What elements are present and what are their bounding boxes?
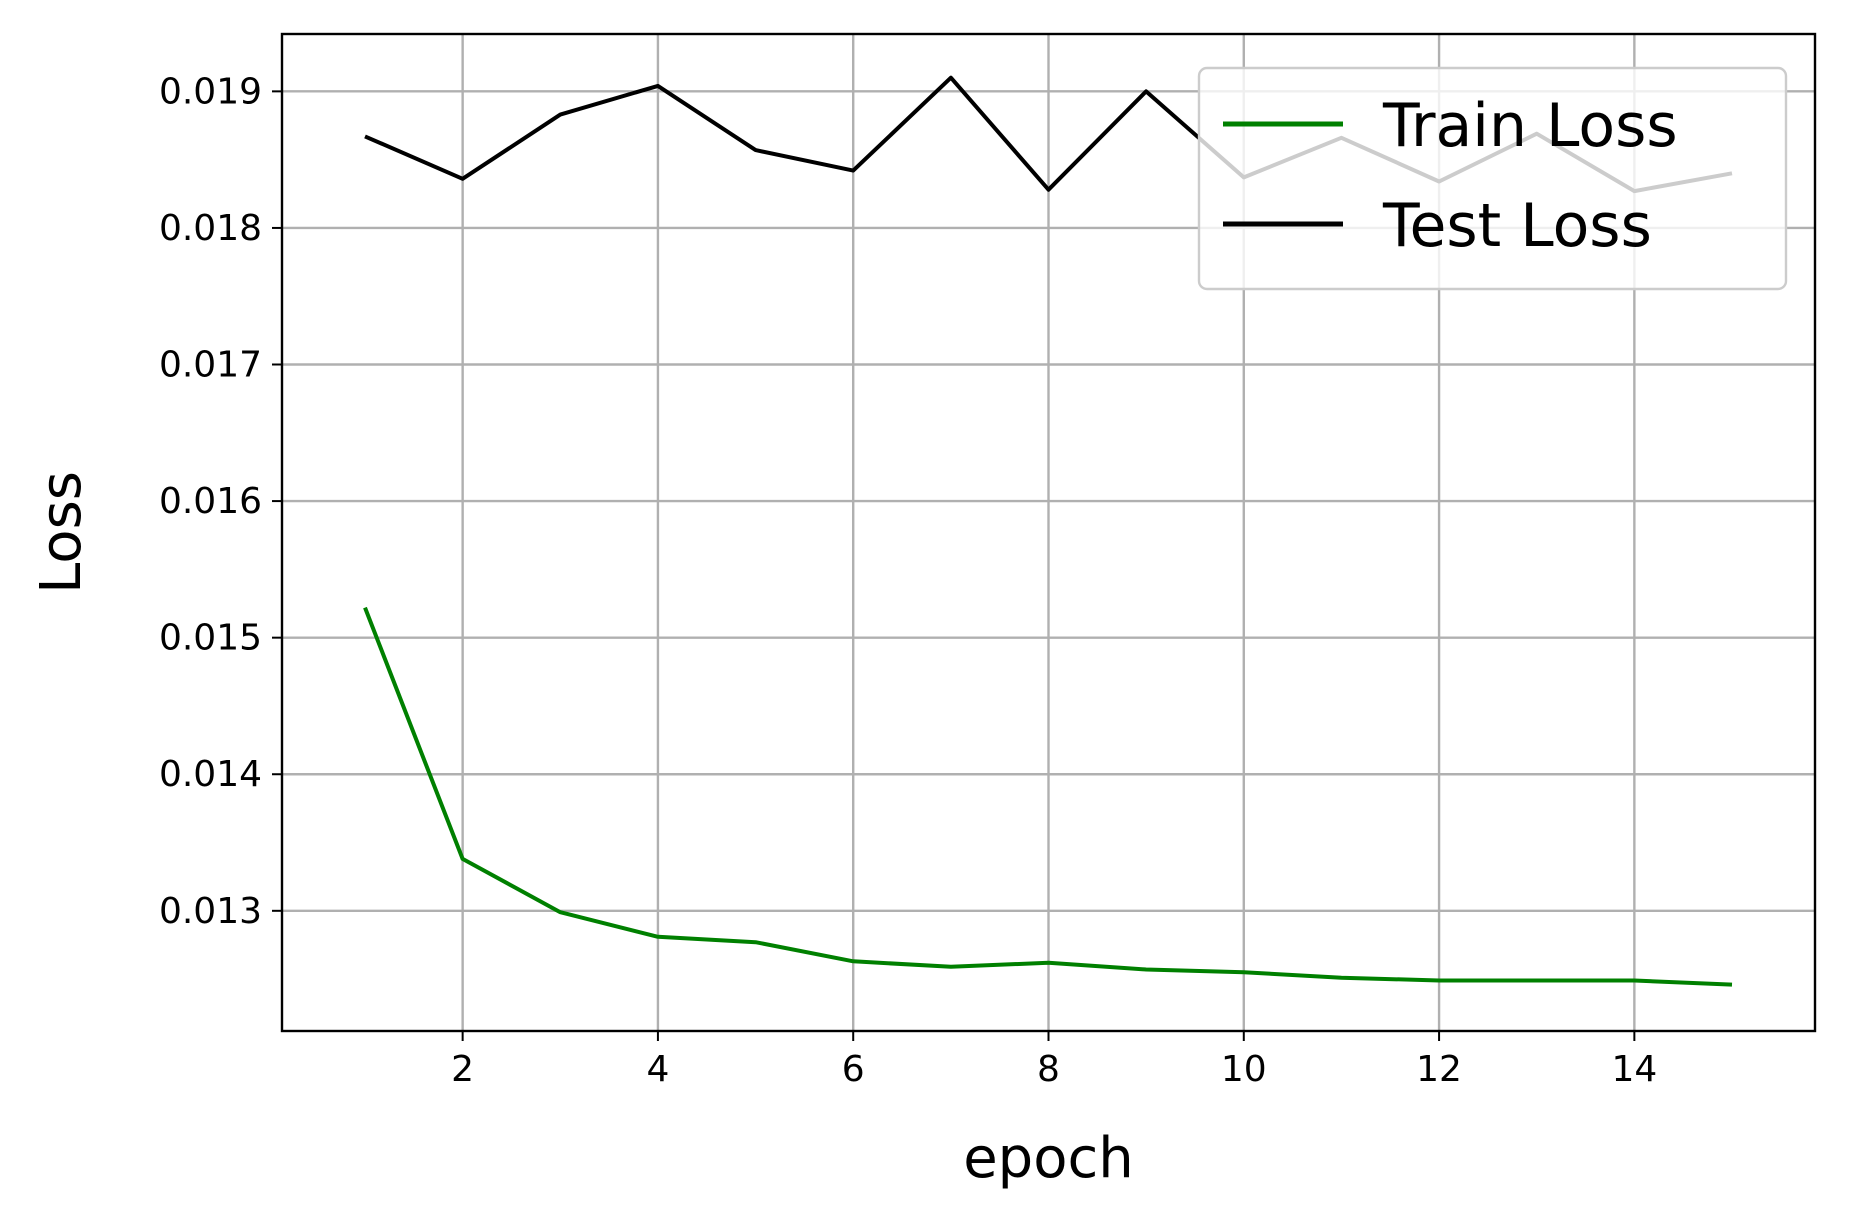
- series-line-train-loss: [363, 606, 1733, 987]
- y-tick-label: 0.016: [159, 481, 262, 522]
- legend-box: [1197, 66, 1788, 291]
- x-axis-ticks: 2 4 6 8 10 12 14: [451, 1031, 1657, 1090]
- x-axis-label: epoch: [963, 1126, 1134, 1191]
- y-tick-label: 0.018: [159, 208, 262, 249]
- y-axis-label: Loss: [29, 471, 94, 594]
- x-tick-label: 8: [1037, 1049, 1060, 1090]
- grid: [282, 34, 1815, 1031]
- y-tick-label: 0.013: [159, 891, 262, 932]
- x-tick-label: 4: [646, 1049, 669, 1090]
- x-tick-label: 6: [842, 1049, 865, 1090]
- y-axis-ticks: 0.013 0.014 0.015 0.016 0.017 0.018 0.019: [159, 71, 282, 932]
- y-tick-label: 0.014: [159, 754, 262, 795]
- x-tick-label: 14: [1611, 1049, 1657, 1090]
- x-tick-label: 12: [1416, 1049, 1462, 1090]
- legend-label-train-loss: Train Loss: [1382, 91, 1678, 161]
- legend: Train Loss Test Loss: [1197, 66, 1788, 291]
- legend-label-test-loss: Test Loss: [1382, 191, 1652, 261]
- x-tick-label: 10: [1221, 1049, 1267, 1090]
- y-tick-label: 0.019: [159, 71, 262, 112]
- x-tick-label: 2: [451, 1049, 474, 1090]
- y-tick-label: 0.017: [159, 345, 262, 386]
- y-tick-label: 0.015: [159, 618, 262, 659]
